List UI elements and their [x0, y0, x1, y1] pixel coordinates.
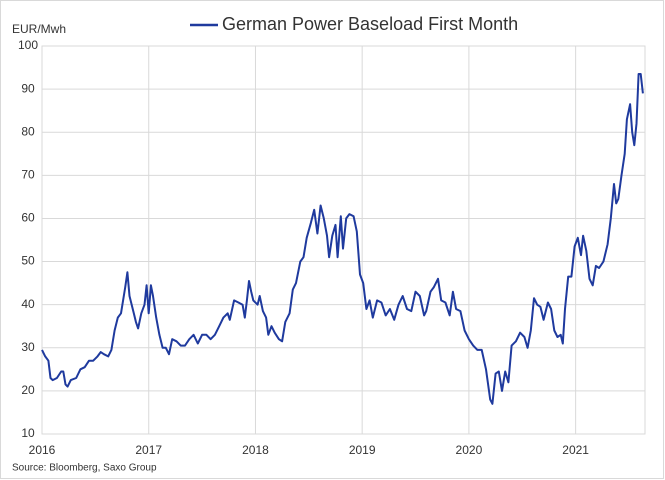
x-tick-label: 2019 [349, 443, 376, 457]
y-tick-label: 20 [21, 383, 35, 397]
y-tick-label: 40 [21, 297, 35, 311]
y-tick-label: 60 [21, 211, 35, 225]
y-tick-label: 50 [21, 254, 35, 268]
x-tick-label: 2018 [242, 443, 269, 457]
legend-label: German Power Baseload First Month [222, 14, 518, 34]
x-tick-label: 2020 [456, 443, 483, 457]
data-line [41, 73, 644, 405]
y-tick-label: 10 [21, 426, 35, 440]
plot-border [41, 45, 646, 435]
y-tick-label: 70 [21, 168, 35, 182]
source-note: Source: Bloomberg, Saxo Group [12, 463, 157, 474]
x-tick-label: 2021 [562, 443, 589, 457]
y-tick-label: 100 [18, 38, 38, 52]
y-tick-label: 80 [21, 124, 35, 138]
y-axis-label: EUR/Mwh [12, 22, 66, 36]
y-tick-label: 30 [21, 340, 35, 354]
x-tick-label: 2016 [29, 443, 56, 457]
x-tick-label: 2017 [135, 443, 162, 457]
y-tick-label: 90 [21, 81, 35, 95]
